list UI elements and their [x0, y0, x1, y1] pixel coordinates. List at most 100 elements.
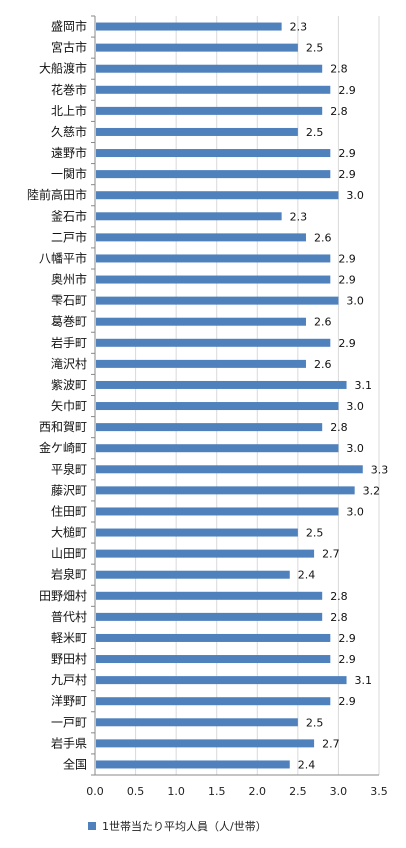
- category-label: 矢巾町: [51, 399, 87, 413]
- data-label: 2.5: [306, 527, 324, 540]
- bar: [96, 64, 323, 73]
- data-label: 2.7: [322, 548, 340, 561]
- bar: [96, 612, 323, 621]
- category-label: 奥州市: [51, 272, 87, 287]
- category-label: 盛岡市: [51, 19, 87, 34]
- bar: [96, 106, 323, 115]
- category-label: 全国: [63, 756, 87, 771]
- category-label: 住田町: [51, 504, 87, 518]
- bar: [96, 85, 331, 94]
- data-label: 2.9: [338, 252, 356, 265]
- category-label: 宮古市: [51, 40, 87, 55]
- data-label: 2.8: [330, 63, 348, 76]
- data-label: 2.5: [306, 42, 324, 55]
- category-label: 二戸市: [51, 229, 87, 244]
- category-label: 西和賀町: [39, 420, 87, 434]
- category-label: 九戸村: [51, 673, 87, 687]
- bar: [96, 275, 331, 284]
- bar: [96, 444, 339, 453]
- bar: [96, 760, 290, 769]
- bar: [96, 359, 306, 368]
- category-label: 岩手県: [51, 735, 87, 750]
- category-label: 金ケ崎町: [39, 440, 87, 455]
- bar: [96, 591, 323, 600]
- category-label: 岩泉町: [51, 567, 87, 582]
- category-label: 普代村: [51, 610, 87, 624]
- data-label: 2.9: [338, 274, 356, 287]
- data-label: 2.3: [290, 210, 308, 223]
- data-label: 3.3: [371, 463, 389, 476]
- category-label: 花巻市: [51, 82, 87, 97]
- bar: [96, 254, 331, 263]
- category-label: 雫石町: [51, 294, 87, 308]
- bar: [96, 127, 298, 136]
- bar: [96, 465, 363, 474]
- data-label: 3.0: [346, 295, 364, 308]
- bar: [96, 338, 331, 347]
- bar: [96, 149, 331, 158]
- data-label: 2.9: [338, 653, 356, 666]
- bar: [96, 507, 339, 516]
- x-tick-label: 2.5: [289, 785, 307, 798]
- x-tick-label: 1.0: [167, 785, 185, 798]
- x-tick-label: 0.0: [86, 785, 104, 798]
- bar: [96, 676, 347, 685]
- bar: [96, 233, 306, 242]
- x-tick-label: 2.0: [249, 785, 267, 798]
- data-label: 3.0: [346, 505, 364, 518]
- category-label: 葛巻町: [51, 315, 87, 329]
- x-tick-label: 1.5: [208, 785, 226, 798]
- category-label: 田野畑村: [39, 589, 87, 603]
- data-label: 2.5: [306, 716, 324, 729]
- bar: [96, 570, 290, 579]
- bar: [96, 43, 298, 52]
- x-tick-label: 3.0: [330, 785, 348, 798]
- category-label: 軽米町: [51, 631, 87, 645]
- data-label: 2.9: [338, 337, 356, 350]
- bar: [96, 212, 282, 221]
- data-label: 2.9: [338, 147, 356, 160]
- category-label: 陸前高田市: [27, 187, 87, 202]
- bar: [96, 486, 355, 495]
- bar: [96, 739, 315, 748]
- data-label: 2.9: [338, 84, 356, 97]
- data-label: 3.1: [355, 674, 373, 687]
- bar: [96, 402, 339, 411]
- category-label: 一戸町: [51, 715, 87, 729]
- bar: [96, 549, 315, 558]
- data-label: 2.8: [330, 421, 348, 434]
- data-label: 2.6: [314, 316, 332, 329]
- data-label: 3.1: [355, 379, 373, 392]
- x-tick-label: 0.5: [127, 785, 145, 798]
- category-label: 一関市: [51, 166, 87, 181]
- bar: [96, 718, 298, 727]
- data-label: 3.0: [346, 189, 364, 202]
- category-label: 洋野町: [51, 693, 87, 708]
- category-label: 岩手町: [51, 335, 87, 350]
- category-label: 野田村: [51, 652, 87, 666]
- data-label: 2.4: [298, 569, 316, 582]
- data-label: 2.3: [290, 21, 308, 34]
- bar: [96, 697, 331, 706]
- data-label: 3.0: [346, 442, 364, 455]
- bar: [96, 170, 331, 179]
- bar: [96, 380, 347, 389]
- category-label: 滝沢村: [51, 357, 87, 371]
- category-label: 釜石市: [51, 208, 87, 223]
- bar: [96, 528, 298, 537]
- bar: [96, 296, 339, 305]
- data-label: 2.9: [338, 632, 356, 645]
- data-label: 2.8: [330, 590, 348, 603]
- data-label: 2.9: [338, 168, 356, 181]
- data-label: 2.8: [330, 105, 348, 118]
- category-label: 紫波町: [51, 378, 87, 392]
- category-label: 八幡平市: [39, 250, 87, 265]
- category-label: 北上市: [51, 103, 87, 118]
- bar: [96, 633, 331, 642]
- legend-swatch: [88, 822, 96, 830]
- bar: [96, 317, 306, 326]
- data-label: 2.4: [298, 758, 316, 771]
- category-label: 久慈市: [51, 124, 87, 139]
- bar: [96, 191, 339, 200]
